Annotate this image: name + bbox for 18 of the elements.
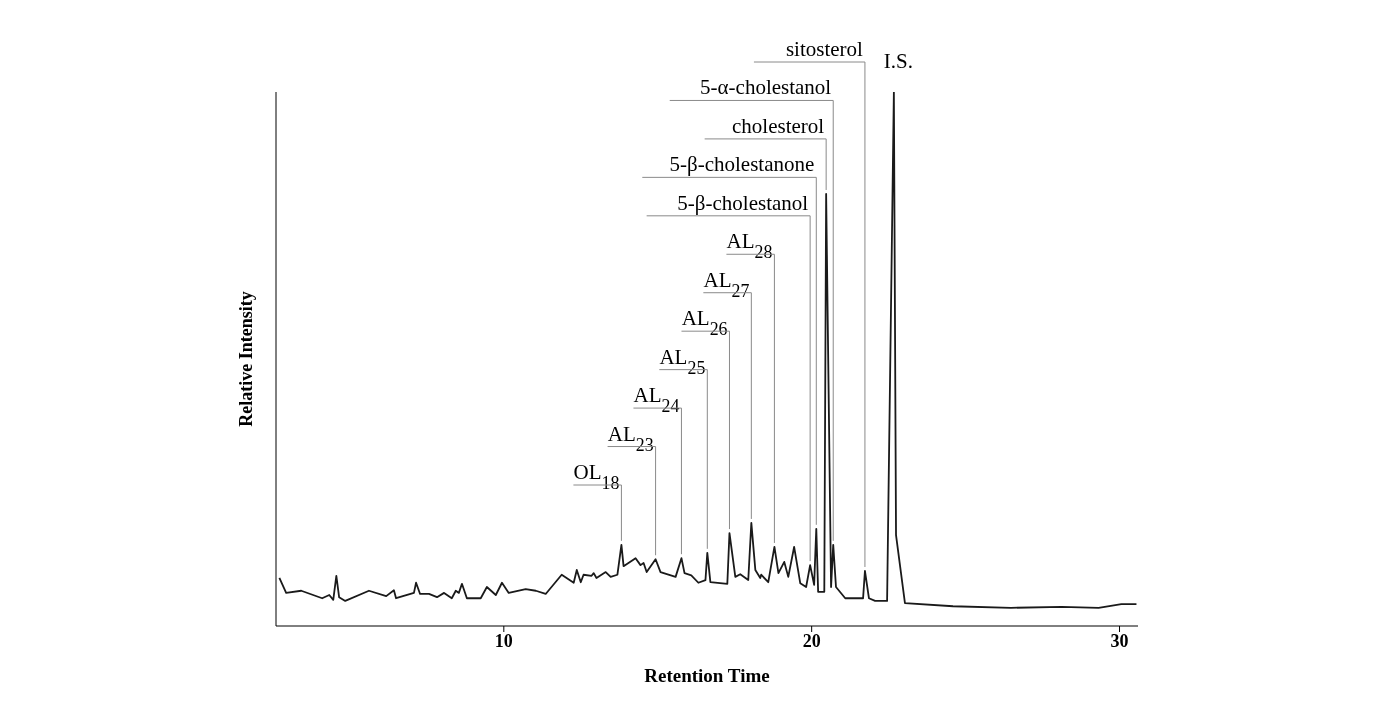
annotation: AL$_{23}$ — [607, 421, 654, 455]
x-axis-title: Retention Time — [644, 665, 770, 686]
annotation: AL$_{25}$ — [659, 344, 706, 378]
y-axis-title: Relative Intensity — [236, 291, 257, 427]
annotation: AL$_{27}$ — [703, 267, 750, 301]
annotation: I.S. — [883, 49, 914, 73]
annotation: 5-β-cholestanone — [669, 152, 815, 177]
annotation: sitosterol — [785, 37, 864, 61]
annotation: AL$_{24}$ — [633, 383, 680, 417]
x-tick-label: 20 — [802, 630, 821, 651]
annotation: AL$_{28}$ — [726, 229, 773, 263]
annotation: AL$_{26}$ — [681, 306, 728, 340]
annotation: 5-β-cholestanol — [677, 190, 809, 215]
annotation: 5-α-cholestanol — [700, 75, 832, 100]
x-tick-label: 10 — [494, 630, 513, 651]
x-tick-label: 30 — [1110, 630, 1129, 651]
annotation: OL$_{18}$ — [573, 460, 620, 493]
annotation: cholesterol — [732, 113, 825, 138]
